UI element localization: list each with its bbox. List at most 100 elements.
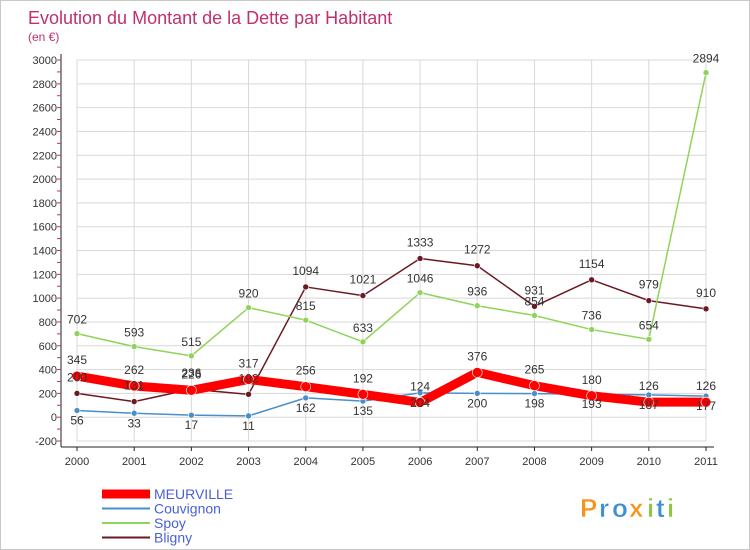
data-label: 236 — [181, 366, 201, 380]
data-point-bligny — [302, 283, 310, 291]
series-line-spoy — [76, 71, 707, 357]
data-label: 17 — [185, 418, 199, 432]
logo-letter: x — [629, 493, 644, 523]
data-label: 124 — [410, 379, 430, 393]
data-label: 1021 — [350, 273, 377, 287]
data-point-bligny — [130, 398, 138, 405]
y-tick-label: 200 — [39, 388, 57, 400]
x-tick-label: 2001 — [122, 456, 146, 468]
x-tick-label: 2007 — [465, 456, 489, 468]
data-point-meurville — [643, 396, 655, 408]
x-tick-label: 2002 — [179, 456, 203, 468]
x-tick-label: 2008 — [522, 456, 546, 468]
y-tick-label: 2600 — [33, 103, 57, 115]
data-point-couvignon — [416, 389, 424, 397]
data-label: 262 — [124, 363, 144, 377]
data-label: 815 — [296, 299, 316, 313]
logo-letter: P — [580, 493, 597, 523]
data-label: 180 — [582, 373, 602, 387]
data-point-spoy — [702, 69, 710, 76]
x-tick-label: 2006 — [408, 456, 432, 468]
data-point-bligny — [588, 276, 595, 284]
data-point-bligny — [702, 305, 710, 313]
data-label: 317 — [239, 356, 259, 370]
data-label: 126 — [639, 379, 659, 393]
data-label: 135 — [353, 404, 373, 418]
y-tick-label: 600 — [39, 341, 57, 353]
data-label: 131 — [124, 379, 144, 393]
data-label: 1272 — [464, 243, 491, 257]
data-point-bligny — [531, 303, 538, 310]
data-point-bligny — [245, 391, 252, 398]
data-label: 910 — [696, 286, 716, 300]
data-label: 345 — [67, 353, 87, 367]
data-label: 736 — [582, 309, 602, 323]
data-label: 654 — [639, 318, 659, 332]
data-label: 226 — [181, 367, 201, 381]
data-point-meurville — [300, 381, 312, 393]
data-label: 1154 — [579, 257, 605, 271]
data-label: 11 — [242, 419, 255, 433]
data-label: 2894 — [693, 52, 720, 66]
data-label: 177 — [696, 399, 716, 413]
y-tick-label: 1400 — [33, 246, 57, 258]
data-label: 376 — [467, 349, 487, 363]
data-label: 126 — [696, 379, 716, 393]
data-label: 931 — [524, 283, 544, 297]
data-label: 702 — [67, 313, 87, 327]
data-point-spoy — [359, 338, 367, 346]
data-point-spoy — [473, 302, 481, 310]
x-tick-label: 2000 — [65, 456, 89, 468]
data-label: 633 — [353, 321, 373, 335]
gridlines — [76, 59, 707, 442]
axes: -200 0 200 400 600 800 1000 1200 1400 1600 1800 200… — [33, 54, 718, 468]
data-point-spoy — [73, 330, 81, 337]
legend-label: Bligny — [154, 530, 192, 546]
legend-label: MEURVILLE — [154, 486, 233, 502]
logo-letter: i — [667, 493, 674, 523]
y-tick-label: 400 — [39, 365, 57, 377]
y-tick-label: 800 — [39, 317, 57, 329]
data-point-meurville — [71, 370, 83, 382]
logo-letter: t — [656, 493, 665, 523]
logo-letter: i — [647, 493, 654, 523]
data-label: 593 — [124, 326, 144, 340]
data-label: 33 — [128, 416, 142, 430]
data-label: 204 — [410, 396, 430, 410]
data-point-meurville — [414, 397, 426, 408]
data-label: 200 — [67, 370, 87, 384]
data-point-couvignon — [73, 407, 81, 414]
data-label: 1046 — [407, 272, 434, 286]
y-tick-label: 2000 — [33, 174, 57, 186]
data-point-meurville — [128, 380, 140, 392]
data-point-spoy — [588, 326, 595, 333]
data-point-meurville — [243, 374, 254, 385]
y-tick-label: 1800 — [33, 198, 57, 210]
data-point-bligny — [645, 297, 653, 304]
data-label: 198 — [524, 397, 544, 411]
x-tick-label: 2005 — [351, 456, 375, 468]
data-point-couvignon — [473, 390, 481, 397]
data-label: 1094 — [292, 264, 319, 278]
data-label: 1333 — [407, 235, 434, 249]
data-label: 192 — [353, 371, 373, 385]
x-tick-label: 2011 — [694, 456, 718, 468]
x-tick-label: 2010 — [637, 456, 661, 468]
data-label: 192 — [239, 371, 259, 385]
data-point-bligny — [359, 292, 367, 299]
data-point-spoy — [645, 336, 653, 343]
data-labels: 200 131 236 192 1094 1021 1333 1272 931 1154 979 91… — [67, 52, 720, 433]
chart-subtitle: (en €) — [28, 30, 59, 44]
data-point-spoy — [188, 352, 195, 360]
data-label: 200 — [467, 396, 487, 410]
data-point-spoy — [531, 312, 538, 319]
y-tick-label: 2800 — [33, 79, 57, 91]
data-point-meurville — [471, 367, 483, 378]
data-label: 162 — [296, 401, 316, 415]
data-point-meurville — [529, 380, 540, 391]
data-label: 193 — [582, 397, 602, 411]
series-lines — [71, 69, 712, 420]
data-point-spoy — [302, 316, 310, 324]
